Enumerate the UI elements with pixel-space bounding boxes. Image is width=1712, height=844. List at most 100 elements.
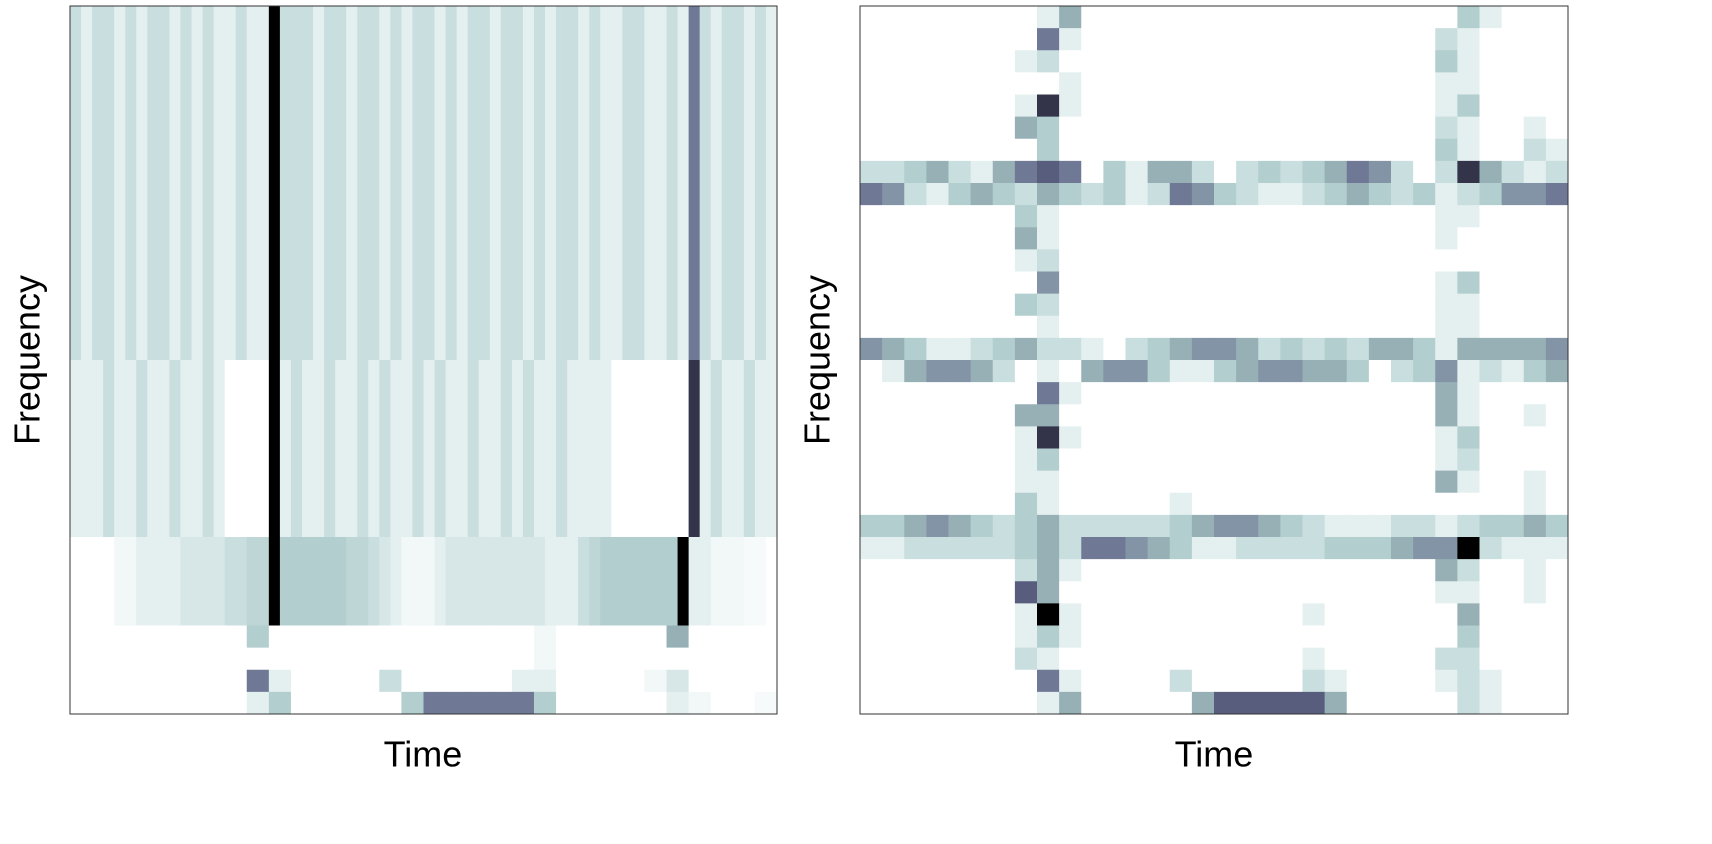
heatmap-cell xyxy=(445,647,469,671)
heatmap-cell xyxy=(992,537,1016,560)
heatmap-cell xyxy=(1081,581,1104,604)
heatmap-cell xyxy=(445,669,469,693)
heatmap-cell xyxy=(1368,94,1392,118)
heatmap-cell xyxy=(1346,559,1370,582)
heatmap-cell xyxy=(1413,249,1436,272)
heatmap-cell xyxy=(1125,382,1149,405)
heatmap-cell xyxy=(1014,249,1038,272)
heatmap-cell xyxy=(1059,426,1082,449)
heatmap-cell xyxy=(721,537,734,626)
heatmap-cell xyxy=(1346,603,1370,626)
heatmap-cell xyxy=(1037,448,1060,472)
heatmap-cell xyxy=(948,94,972,118)
heatmap-cell xyxy=(1258,72,1281,95)
heatmap-cell xyxy=(1479,271,1503,295)
heatmap-cell xyxy=(1236,382,1259,405)
heatmap-cell xyxy=(1125,448,1149,472)
heatmap-cell xyxy=(926,603,949,626)
heatmap-cell xyxy=(992,514,1016,538)
heatmap-cell xyxy=(70,625,93,649)
heatmap-cell xyxy=(992,227,1016,250)
heatmap-cell xyxy=(379,691,402,715)
heatmap-cell xyxy=(1457,183,1480,206)
heatmap-cell xyxy=(1236,138,1259,162)
heatmap-cell xyxy=(70,647,93,671)
heatmap-cell xyxy=(1302,94,1326,118)
heatmap-cell xyxy=(904,514,927,538)
heatmap-cell xyxy=(357,691,380,715)
heatmap-cell xyxy=(1457,691,1480,715)
heatmap-cell xyxy=(1258,116,1281,140)
heatmap-cell xyxy=(1302,271,1326,295)
heatmap-cell xyxy=(434,537,446,626)
heatmap-cell xyxy=(467,647,491,671)
heatmap-cell xyxy=(1258,647,1281,671)
heatmap-cell xyxy=(992,160,1016,184)
heatmap-cell xyxy=(1324,691,1348,715)
heatmap-cell xyxy=(1479,426,1503,449)
heatmap-cell xyxy=(1191,337,1215,361)
heatmap-cell xyxy=(1391,315,1414,339)
heatmap-cell xyxy=(445,691,469,715)
heatmap-cell xyxy=(860,669,883,693)
heatmap-cell xyxy=(401,647,424,671)
heatmap-cell xyxy=(1014,669,1038,693)
heatmap-cell xyxy=(379,537,391,626)
heatmap-cell xyxy=(1324,559,1348,582)
heatmap-cell xyxy=(860,603,883,626)
heatmap-cell xyxy=(1103,205,1126,228)
x-axis-label: Time xyxy=(1175,734,1254,775)
heatmap-cell xyxy=(1191,315,1215,339)
heatmap-cell xyxy=(1346,28,1370,51)
heatmap-cell xyxy=(1037,514,1060,538)
heatmap-cell xyxy=(904,94,927,118)
heatmap-cell xyxy=(1258,559,1281,582)
heatmap-cell xyxy=(92,537,104,626)
heatmap-cell xyxy=(1501,6,1525,29)
heatmap-cell xyxy=(412,537,424,626)
heatmap-cell xyxy=(533,625,557,649)
heatmap-cell xyxy=(467,537,480,626)
heatmap-cell xyxy=(1059,293,1082,317)
heatmap-cell xyxy=(1125,160,1149,184)
heatmap-cell xyxy=(1457,669,1480,693)
heatmap-cell xyxy=(882,448,905,472)
heatmap-cell xyxy=(970,514,994,538)
heatmap-cell xyxy=(1059,337,1082,361)
heatmap-cell xyxy=(290,647,314,671)
heatmap-cell xyxy=(533,691,557,715)
heatmap-cell xyxy=(1147,72,1171,95)
heatmap-cell xyxy=(1391,6,1414,29)
heatmap-cell xyxy=(970,116,994,140)
heatmap-cell xyxy=(246,691,270,715)
heatmap-cell xyxy=(1346,50,1370,73)
heatmap-cell xyxy=(882,183,905,206)
heatmap-cell xyxy=(970,50,994,73)
heatmap-cell xyxy=(1545,205,1569,228)
heatmap-cell xyxy=(1346,160,1370,184)
heatmap-cell xyxy=(1103,6,1126,29)
heatmap-cell xyxy=(1280,360,1303,383)
heatmap-cell xyxy=(992,116,1016,140)
heatmap-cell xyxy=(1545,6,1569,29)
heatmap-cell xyxy=(191,6,203,361)
heatmap-cell xyxy=(1103,382,1126,405)
heatmap-cell xyxy=(1479,537,1503,560)
heatmap-cell xyxy=(1125,559,1149,582)
heatmap-cell xyxy=(882,404,905,427)
heatmap-cell xyxy=(1037,227,1060,250)
heatmap-cell xyxy=(368,360,380,538)
heatmap-cell xyxy=(1169,514,1193,538)
heatmap-cell xyxy=(860,337,883,361)
heatmap-cell xyxy=(379,625,402,649)
heatmap-cell xyxy=(882,94,905,118)
heatmap-cell xyxy=(92,669,115,693)
heatmap-cell xyxy=(136,625,159,649)
heatmap-cell xyxy=(92,691,115,715)
heatmap-cell xyxy=(136,6,148,361)
heatmap-cell xyxy=(1125,647,1149,671)
heatmap-cell xyxy=(136,691,159,715)
heatmap-cell xyxy=(1258,691,1281,715)
heatmap-cell xyxy=(1368,28,1392,51)
heatmap-cell xyxy=(1479,470,1503,494)
